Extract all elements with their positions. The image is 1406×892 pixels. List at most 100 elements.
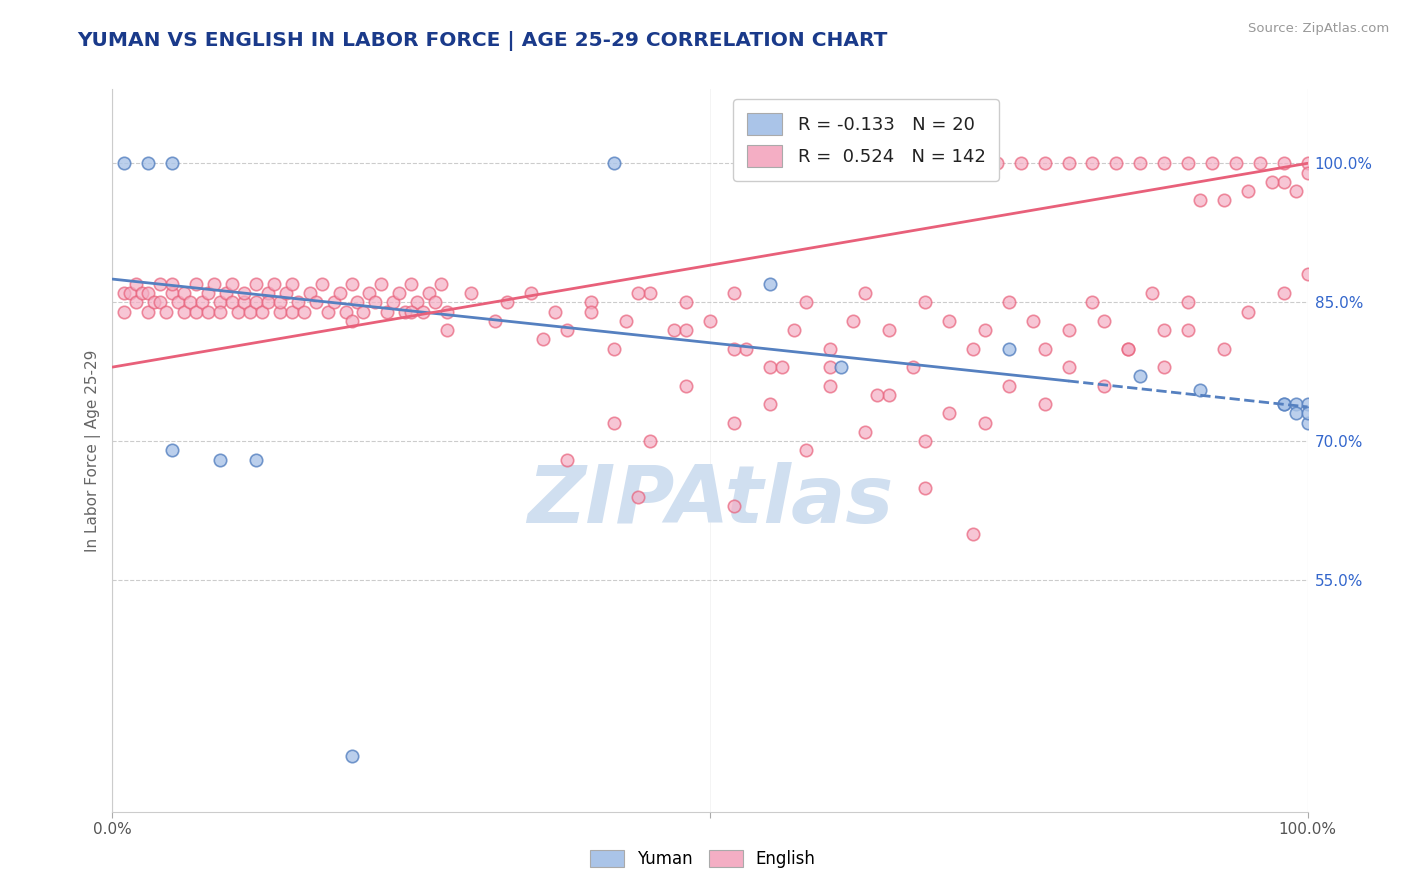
Point (143, 295, 166, 310)
Point (1129, 156, 1152, 170)
Point (1094, 314, 1116, 328)
Point (603, 156, 626, 170)
Point (1261, 175, 1284, 189)
Point (1057, 323, 1080, 337)
Point (640, 285, 662, 300)
Point (436, 304, 458, 318)
Point (162, 277, 183, 291)
Point (1249, 156, 1271, 170)
Point (162, 285, 183, 300)
Point (1237, 184, 1260, 198)
Point (316, 304, 339, 318)
Point (401, 277, 423, 291)
Point (842, 156, 865, 170)
Point (818, 378, 841, 392)
Point (531, 332, 554, 346)
Point (1057, 360, 1080, 375)
Point (855, 425, 877, 439)
Point (209, 304, 232, 318)
Point (269, 295, 291, 310)
Point (1129, 369, 1152, 384)
Point (603, 416, 626, 430)
Point (879, 156, 901, 170)
Point (1296, 268, 1319, 282)
Point (1105, 156, 1128, 170)
Point (818, 342, 841, 356)
Point (1296, 416, 1319, 430)
Point (221, 277, 243, 291)
Point (603, 342, 626, 356)
Point (627, 490, 650, 504)
Point (759, 277, 782, 291)
Point (723, 499, 745, 513)
Point (388, 285, 411, 300)
Point (579, 304, 602, 318)
Point (155, 304, 177, 318)
Point (866, 388, 889, 402)
Point (125, 295, 148, 310)
Point (914, 156, 936, 170)
Point (1153, 156, 1175, 170)
Point (311, 277, 333, 291)
Point (1177, 295, 1199, 310)
Point (245, 452, 267, 467)
Point (215, 285, 238, 300)
Point (675, 295, 697, 310)
Point (245, 295, 267, 310)
Point (1213, 342, 1236, 356)
Legend: R = -0.133   N = 20, R =  0.524   N = 142: R = -0.133 N = 20, R = 0.524 N = 142 (734, 99, 1000, 181)
Point (1153, 360, 1175, 375)
Point (335, 304, 357, 318)
Point (1296, 406, 1319, 420)
Point (723, 342, 745, 356)
Point (794, 443, 817, 458)
Point (281, 277, 304, 291)
Point (1118, 342, 1140, 356)
Point (202, 277, 225, 291)
Point (394, 304, 416, 318)
Point (425, 295, 447, 310)
Point (759, 360, 782, 375)
Point (162, 156, 183, 170)
Point (879, 323, 901, 337)
Point (1153, 323, 1175, 337)
Point (1142, 285, 1164, 300)
Point (340, 277, 363, 291)
Point (484, 314, 506, 328)
Point (197, 285, 219, 300)
Point (579, 295, 602, 310)
Point (1272, 285, 1295, 300)
Point (1285, 406, 1308, 420)
Point (162, 443, 183, 458)
Point (179, 295, 201, 310)
Point (664, 323, 686, 337)
Point (782, 323, 804, 337)
Point (382, 295, 405, 310)
Point (998, 295, 1021, 310)
Point (520, 285, 543, 300)
Point (974, 416, 997, 430)
Point (1201, 156, 1223, 170)
Point (352, 304, 374, 318)
Point (986, 156, 1008, 170)
Point (221, 295, 243, 310)
Point (340, 314, 363, 328)
Point (794, 295, 817, 310)
Point (274, 285, 297, 300)
Point (305, 295, 328, 310)
Point (1225, 156, 1247, 170)
Text: Source: ZipAtlas.com: Source: ZipAtlas.com (1249, 22, 1389, 36)
Point (627, 285, 650, 300)
Legend: Yuman, English: Yuman, English (583, 843, 823, 875)
Point (903, 360, 925, 375)
Point (1189, 194, 1212, 208)
Point (831, 360, 853, 375)
Point (496, 295, 519, 310)
Point (287, 295, 309, 310)
Point (555, 323, 578, 337)
Point (138, 285, 160, 300)
Point (340, 749, 363, 764)
Point (616, 314, 638, 328)
Point (281, 304, 304, 318)
Point (233, 285, 256, 300)
